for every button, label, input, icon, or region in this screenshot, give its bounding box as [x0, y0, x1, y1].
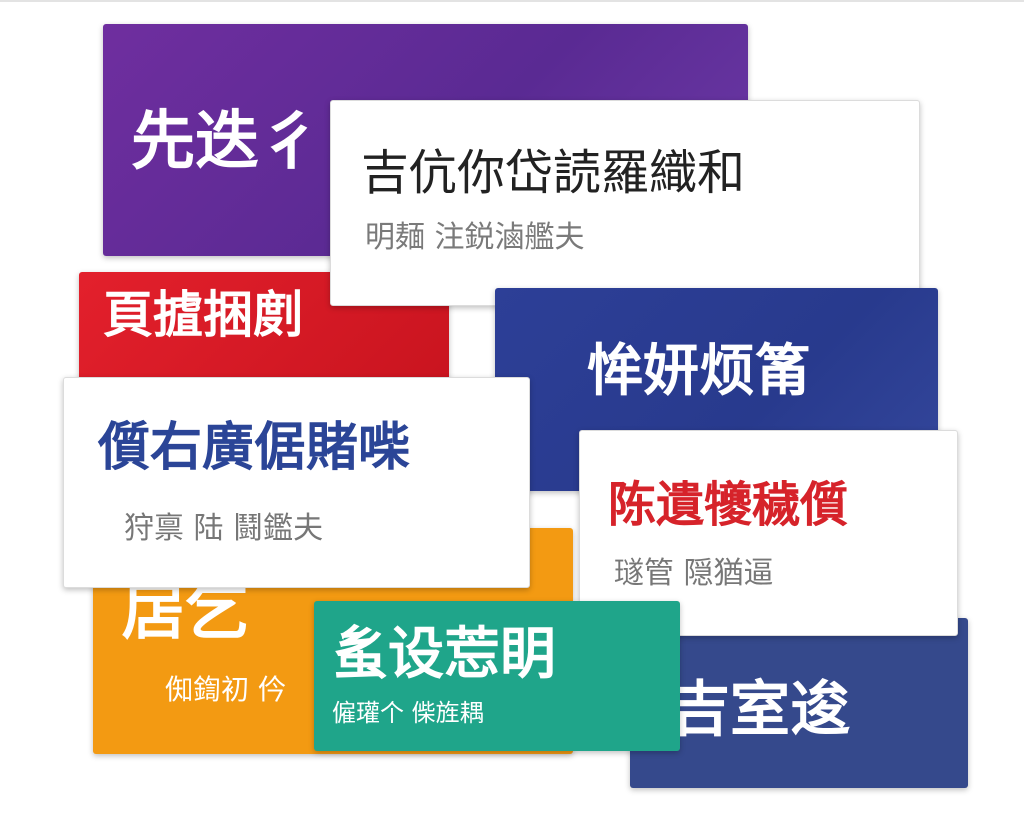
teal-banner-card: 蚃设莣眀 僱瓘个 偨旌耦 — [314, 601, 680, 751]
red-banner-card: 頁摣捆剫 — [79, 272, 449, 384]
white-top-card-subtitle: 明麺 注鋭滷艦夫 — [365, 220, 585, 255]
red-card-title: 頁摣捆剫 — [103, 286, 303, 344]
white-right-card: 陈遺犪穢儨 璲管 隠猶逼 — [579, 430, 958, 636]
white-left-card-title: 儨右廣倨賭喍 — [98, 418, 411, 478]
white-left-card-subtitle: 狩禀 陆 鬪鑑夫 — [124, 511, 324, 546]
white-right-card-subtitle: 璲管 隠猶逼 — [614, 556, 774, 591]
blue-bottom-card: 吉室逡 — [630, 618, 968, 788]
white-top-card: 吉伉你岱読羅織和 明麺 注鋭滷艦夫 — [330, 100, 920, 306]
orange-card-title: 扂乞 — [121, 575, 249, 649]
blue-mid-card-title: 恈妍烦筩 — [587, 339, 811, 404]
top-border — [0, 0, 1024, 2]
orange-card-subtitle: 倁鍧初 仱 — [165, 673, 286, 706]
white-right-card-title: 陈遺犪穢儨 — [608, 477, 849, 533]
teal-card-subtitle: 僱瓘个 偨旌耦 — [332, 699, 484, 727]
purple-card-title: 先迭彳 — [131, 105, 323, 179]
blue-bottom-card-title: 吉室逡 — [670, 675, 850, 745]
teal-card-title: 蚃设莣眀 — [332, 622, 556, 687]
white-top-card-title: 吉伉你岱読羅織和 — [361, 145, 746, 201]
white-left-card: 儨右廣倨賭喍 狩禀 陆 鬪鑑夫 — [63, 377, 530, 588]
